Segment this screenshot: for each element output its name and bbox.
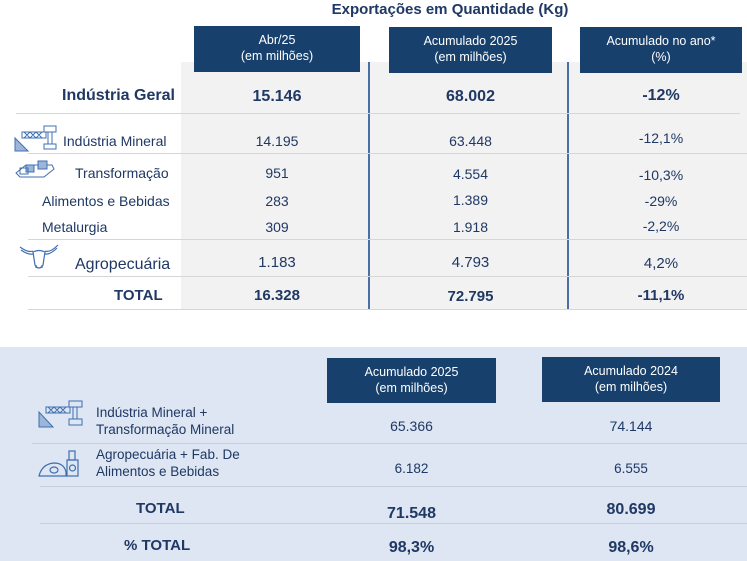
cell-value: 951	[265, 165, 289, 181]
cell-value: 74.144	[609, 418, 653, 434]
cell-value: 98,6%	[608, 539, 654, 556]
row-label: Indústria Mineral + Transformação Minera…	[96, 404, 234, 438]
row-label: % TOTAL	[124, 537, 191, 554]
mining-crane-icon	[38, 400, 83, 428]
row-label-line1: Indústria Mineral +	[96, 405, 208, 420]
header-acumulado-2025: Acumulado 2025 (em milhões)	[389, 27, 552, 73]
cell-value: 309	[265, 219, 289, 235]
row-label: Metalurgia	[42, 219, 108, 235]
cell-value: 283	[265, 193, 289, 209]
header-line2: (em milhões)	[434, 50, 507, 64]
cell-value: 15.146	[252, 88, 302, 105]
row-label: Agropecuária	[75, 256, 171, 273]
header-line1: Acumulado 2025	[364, 365, 459, 379]
cell-value: 65.366	[390, 418, 433, 434]
header-line2: (em milhões)	[594, 380, 668, 394]
row-divider	[32, 443, 747, 444]
row-label: TOTAL	[114, 287, 163, 304]
cell-value: -10,3%	[638, 167, 684, 183]
food-processing-icon	[38, 450, 79, 477]
header-acumulado-2025: Acumulado 2025 (em milhões)	[327, 358, 496, 403]
cell-value: -2,2%	[642, 218, 680, 234]
conveyor-icon	[15, 160, 55, 178]
cell-value: -29%	[644, 193, 678, 209]
row-label: Transformação	[75, 165, 169, 181]
cell-value: 68.002	[446, 88, 495, 105]
header-line2: (%)	[651, 50, 671, 64]
header-abr25: Abr/25 (em milhões)	[194, 26, 360, 72]
row-divider	[16, 113, 740, 114]
header-line2: (em milhões)	[240, 49, 314, 63]
mining-crane-icon	[14, 125, 57, 152]
header-acumulado-no-ano: Acumulado no ano* (%)	[580, 27, 742, 73]
cell-value: 4.793	[451, 254, 490, 271]
cell-value: 4,2%	[643, 255, 679, 272]
row-label: Indústria Mineral	[63, 133, 167, 149]
cell-value: -12,1%	[638, 130, 684, 146]
row-divider	[28, 239, 747, 240]
row-label-line2: Transformação Mineral	[96, 422, 235, 437]
cell-value: 6.555	[614, 461, 648, 476]
cell-value: -12%	[642, 87, 680, 104]
cell-value: 6.182	[394, 461, 429, 476]
top-table-background	[181, 62, 747, 310]
cell-value: 1.389	[452, 192, 489, 208]
cell-value: 14.195	[255, 133, 299, 149]
cell-value: 63.448	[449, 133, 492, 149]
row-label: Indústria Geral	[62, 87, 175, 104]
row-divider	[40, 523, 747, 524]
header-line1: Acumulado no ano*	[606, 34, 716, 48]
header-acumulado-2024: Acumulado 2024 (em milhões)	[542, 357, 720, 402]
cell-value: -11,1%	[637, 287, 685, 304]
row-divider	[28, 276, 747, 277]
cell-value: 71.548	[387, 505, 436, 522]
header-line1: Abr/25	[258, 33, 296, 47]
cell-value: 98,3%	[388, 539, 435, 556]
row-label: Agropecuária + Fab. De Alimentos e Bebid…	[96, 446, 240, 480]
row-label: TOTAL	[136, 500, 185, 517]
row-divider	[40, 486, 747, 487]
cell-value: 72.795	[447, 288, 494, 305]
cell-value: 16.328	[254, 287, 300, 304]
header-line1: Acumulado 2024	[584, 364, 678, 378]
cell-value: 80.699	[606, 501, 656, 518]
column-divider	[368, 62, 370, 310]
row-label: Alimentos e Bebidas	[42, 193, 170, 209]
page-title: Exportações em Quantidade (Kg)	[331, 1, 569, 18]
row-divider	[28, 309, 747, 310]
row-label-line1: Agropecuária + Fab. De	[96, 447, 240, 462]
bull-icon	[19, 244, 59, 269]
row-label-line2: Alimentos e Bebidas	[96, 464, 220, 479]
row-divider	[28, 153, 747, 154]
cell-value: 1.183	[258, 254, 296, 271]
cell-value: 1.918	[452, 219, 489, 235]
cell-value: 4.554	[452, 166, 489, 182]
column-divider	[567, 62, 569, 310]
header-line1: Acumulado 2025	[423, 34, 518, 48]
header-line2: (em milhões)	[375, 381, 448, 395]
